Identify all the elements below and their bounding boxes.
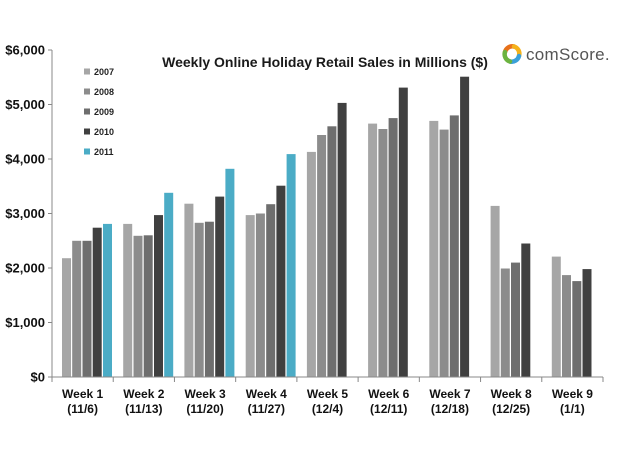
y-tick-label: $0 xyxy=(31,370,45,385)
legend: 2007 2008 2009 2010 2011 xyxy=(84,67,114,157)
comscore-logo-icon xyxy=(502,44,522,64)
x-tick-label-week-6: Week 6 (12/11) xyxy=(368,387,409,416)
bar-2009-week-6 xyxy=(388,118,398,377)
bar-2009-week-4 xyxy=(266,204,276,377)
legend-swatch-2010 xyxy=(84,128,90,135)
y-tick-label: $6,000 xyxy=(5,43,45,58)
legend-label-2007: 2007 xyxy=(94,67,114,77)
bar-2009-week-8 xyxy=(511,262,520,377)
bar-2010-week-7 xyxy=(460,76,470,377)
bar-2009-week-3 xyxy=(204,221,214,377)
x-tick-label-week-2: Week 2 (11/13) xyxy=(123,387,164,416)
bar-2007-week-7 xyxy=(429,120,439,378)
bar-2007-week-5 xyxy=(306,151,316,377)
bar-2007-week-8 xyxy=(490,205,500,377)
bar-2009-week-9 xyxy=(572,281,582,377)
bar-2011-week-3 xyxy=(225,168,235,377)
y-axis-ticks: $0 $1,000 $2,000 $3,000 $4,000 $5,000 $6,000 xyxy=(5,43,52,385)
legend-label-2009: 2009 xyxy=(94,107,114,117)
bar-2007-week-2 xyxy=(123,223,133,377)
x-tick-label-week-7: Week 7 (12/18) xyxy=(429,387,470,416)
x-tick-label-week-8: Week 8 (12/25) xyxy=(491,387,532,416)
y-tick-label: $1,000 xyxy=(5,315,45,330)
x-tick-label-week-9: Week 9 (1/1) xyxy=(552,387,593,416)
bar-2009-week-7 xyxy=(449,115,459,378)
bar-2011-week-1 xyxy=(103,223,112,377)
x-tick-label-week-5: Week 5 (12/4) xyxy=(307,387,348,416)
bar-2007-week-1 xyxy=(62,258,71,377)
bar-2008-week-5 xyxy=(317,135,327,377)
bar-2010-week-8 xyxy=(521,243,531,377)
bar-2009-week-5 xyxy=(327,126,337,377)
bar-2007-week-4 xyxy=(245,215,255,377)
chart-title: Weekly Online Holiday Retail Sales in Mi… xyxy=(162,54,488,70)
y-tick-label: $3,000 xyxy=(5,206,45,221)
legend-swatch-2008 xyxy=(84,88,90,95)
bar-2007-week-3 xyxy=(184,203,194,377)
bar-2008-week-8 xyxy=(500,268,510,377)
legend-label-2010: 2010 xyxy=(94,127,114,137)
x-tick-label-week-3: Week 3 (11/20) xyxy=(184,387,225,416)
y-tick-label: $4,000 xyxy=(5,152,45,167)
bar-2008-week-3 xyxy=(194,222,204,377)
bar-2007-week-6 xyxy=(368,123,378,377)
bar-2008-week-7 xyxy=(439,129,449,377)
bar-2011-week-4 xyxy=(286,154,296,377)
bar-2010-week-9 xyxy=(582,269,592,377)
bar-2009-week-1 xyxy=(82,240,92,378)
y-tick-label: $5,000 xyxy=(5,97,45,112)
legend-label-2011: 2011 xyxy=(94,147,114,157)
brand-logo: comScore. xyxy=(502,44,610,64)
bar-2010-week-1 xyxy=(92,227,102,377)
legend-swatch-2007 xyxy=(84,68,90,75)
legend-swatch-2011 xyxy=(84,148,90,155)
bar-2010-week-2 xyxy=(154,215,163,377)
bar-2008-week-1 xyxy=(72,240,82,378)
bar-2011-week-2 xyxy=(164,192,174,377)
bar-2008-week-2 xyxy=(133,235,143,377)
bar-2010-week-5 xyxy=(337,102,347,378)
bar-2010-week-3 xyxy=(215,196,225,377)
bar-2008-week-4 xyxy=(255,213,265,377)
bar-2007-week-9 xyxy=(551,256,561,377)
x-tick-label-week-1: Week 1 (11/6) xyxy=(62,387,103,416)
bar-2008-week-9 xyxy=(562,275,571,377)
bar-2009-week-2 xyxy=(143,235,153,377)
bars-layer xyxy=(62,76,592,378)
bar-2008-week-6 xyxy=(378,129,388,377)
x-tick-label-week-4: Week 4 (11/27) xyxy=(246,387,287,416)
bar-2010-week-4 xyxy=(276,185,286,377)
legend-label-2008: 2008 xyxy=(94,87,114,97)
y-tick-label: $2,000 xyxy=(5,261,45,276)
legend-swatch-2009 xyxy=(84,108,90,115)
x-axis-ticks: Week 1 (11/6) Week 2 (11/13) Week 3 (11/20) We… xyxy=(51,377,604,416)
brand-name: comScore. xyxy=(526,45,610,64)
bar-2010-week-6 xyxy=(398,87,408,377)
